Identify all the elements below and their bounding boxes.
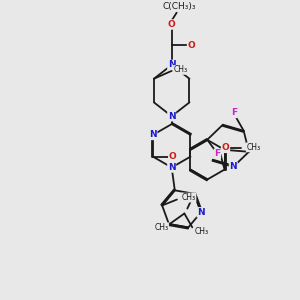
- Text: F: F: [214, 149, 220, 158]
- Text: O: O: [188, 41, 195, 50]
- Text: O: O: [222, 143, 230, 152]
- Text: N: N: [168, 163, 176, 172]
- Text: CH₃: CH₃: [154, 223, 169, 232]
- Text: N: N: [149, 130, 157, 140]
- Text: F: F: [231, 109, 237, 118]
- Text: CH₃: CH₃: [174, 65, 188, 74]
- Text: N: N: [230, 162, 237, 171]
- Text: CH₃: CH₃: [194, 227, 208, 236]
- Text: CH₃: CH₃: [182, 193, 196, 202]
- Text: N: N: [168, 112, 176, 121]
- Text: CH₃: CH₃: [246, 143, 260, 152]
- Text: N: N: [168, 60, 176, 69]
- Text: C(CH₃)₃: C(CH₃)₃: [163, 2, 196, 11]
- Text: O: O: [168, 20, 176, 29]
- Text: N: N: [197, 208, 205, 217]
- Text: O: O: [169, 152, 176, 161]
